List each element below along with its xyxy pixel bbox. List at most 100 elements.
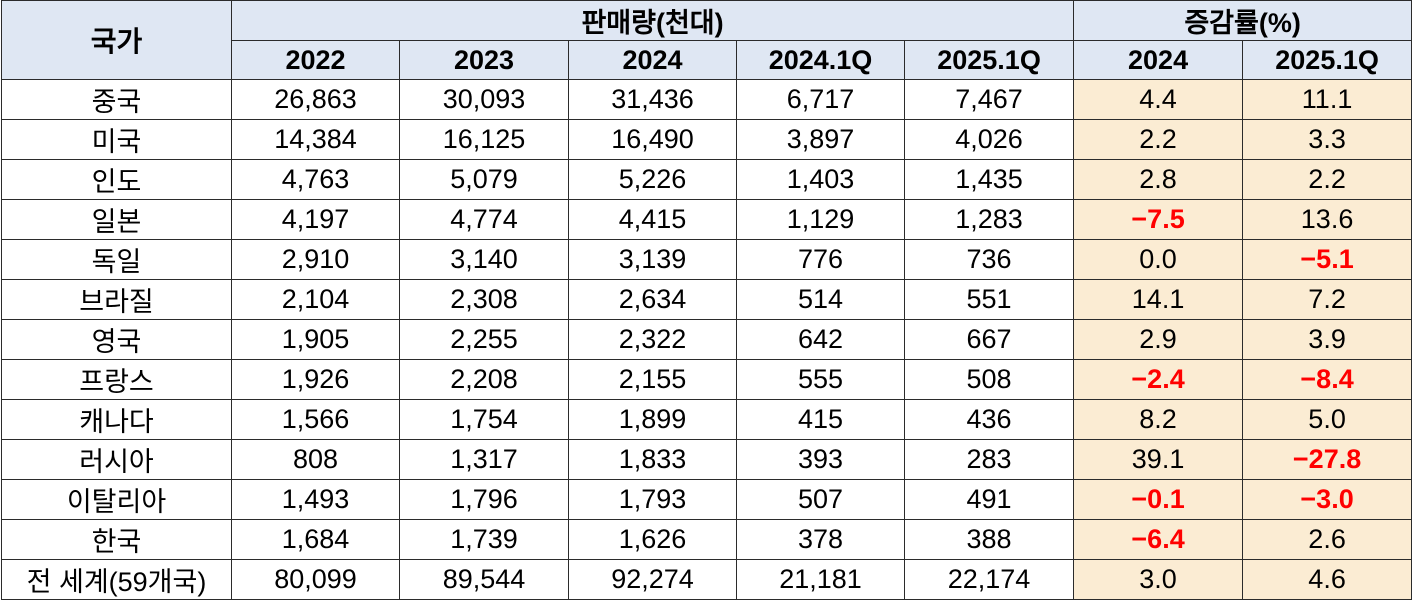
sales-cell: 2,322 xyxy=(568,319,737,360)
sales-cell: 21,181 xyxy=(736,559,905,600)
header-row-group: 국가 판매량(천대) 증감률(%) xyxy=(1,0,1412,80)
sales-cell: 1,899 xyxy=(568,399,737,440)
country-cell: 일본 xyxy=(1,199,232,240)
sales-cell: 415 xyxy=(736,399,905,440)
sales-cell: 1,926 xyxy=(231,359,400,400)
sales-cell: 508 xyxy=(903,359,1075,400)
growth-cell: 4.4 xyxy=(1073,79,1244,120)
country-cell: 프랑스 xyxy=(1,359,232,400)
sales-cell: 80,099 xyxy=(231,559,400,600)
sales-cell: 1,283 xyxy=(903,199,1075,240)
growth-cell: 39.1 xyxy=(1073,439,1244,480)
sales-cell: 22,174 xyxy=(903,559,1075,600)
sales-cell: 393 xyxy=(736,439,905,480)
sales-cell: 6,717 xyxy=(736,79,905,120)
growth-cell: 5.0 xyxy=(1242,399,1412,440)
growth-cell: 4.6 xyxy=(1242,559,1412,600)
sales-cell: 1,796 xyxy=(399,479,569,520)
table-row: 인도 4,763 5,079 5,226 1,403 1,435 2.8 2.2 xyxy=(1,159,1412,200)
sales-cell: 1,435 xyxy=(903,159,1075,200)
country-cell: 영국 xyxy=(1,319,232,360)
sales-col-header: 2023 xyxy=(399,40,569,80)
growth-cell: 2.6 xyxy=(1242,519,1412,560)
sales-cell: 4,197 xyxy=(231,199,400,240)
sales-cell: 1,739 xyxy=(399,519,569,560)
growth-cell: −2.4 xyxy=(1073,359,1244,400)
growth-cell: 2.8 xyxy=(1073,159,1244,200)
country-cell: 인도 xyxy=(1,159,232,200)
country-cell: 중국 xyxy=(1,79,232,120)
growth-col-header: 2024 xyxy=(1073,40,1244,80)
table-row: 전 세계(59개국) 80,099 89,544 92,274 21,181 22,174… xyxy=(1,559,1412,600)
sales-cell: 5,226 xyxy=(568,159,737,200)
sales-cell: 2,910 xyxy=(231,239,400,280)
growth-cell: −0.1 xyxy=(1073,479,1244,520)
growth-col-header: 2025.1Q xyxy=(1242,40,1412,80)
sales-col-header: 2022 xyxy=(231,40,400,80)
growth-cell: 3.9 xyxy=(1242,319,1412,360)
country-cell: 캐나다 xyxy=(1,399,232,440)
sales-cell: 2,208 xyxy=(399,359,569,400)
sales-cell: 26,863 xyxy=(231,79,400,120)
sales-cell: 1,493 xyxy=(231,479,400,520)
table-row: 한국 1,684 1,739 1,626 378 388 −6.4 2.6 xyxy=(1,519,1412,560)
sales-cell: 4,774 xyxy=(399,199,569,240)
sales-cell: 2,155 xyxy=(568,359,737,400)
sales-cell: 1,684 xyxy=(231,519,400,560)
country-cell: 브라질 xyxy=(1,279,232,320)
country-cell: 러시아 xyxy=(1,439,232,480)
sales-cell: 1,793 xyxy=(568,479,737,520)
sales-cell: 31,436 xyxy=(568,79,737,120)
sales-cell: 89,544 xyxy=(399,559,569,600)
growth-cell: −3.0 xyxy=(1242,479,1412,520)
sales-cell: 1,317 xyxy=(399,439,569,480)
table-row: 브라질 2,104 2,308 2,634 514 551 14.1 7.2 xyxy=(1,279,1412,320)
growth-cell: 7.2 xyxy=(1242,279,1412,320)
sales-cell: 436 xyxy=(903,399,1075,440)
sales-cell: 4,415 xyxy=(568,199,737,240)
sales-cell: 551 xyxy=(903,279,1075,320)
sales-cell: 1,566 xyxy=(231,399,400,440)
table-row: 독일 2,910 3,140 3,139 776 736 0.0 −5.1 xyxy=(1,239,1412,280)
sales-cell: 776 xyxy=(736,239,905,280)
sales-cell: 283 xyxy=(903,439,1075,480)
sales-cell: 736 xyxy=(903,239,1075,280)
sales-cell: 388 xyxy=(903,519,1075,560)
sales-cell: 514 xyxy=(736,279,905,320)
growth-cell: 2.2 xyxy=(1242,159,1412,200)
growth-cell: −6.4 xyxy=(1073,519,1244,560)
sales-cell: 16,490 xyxy=(568,119,737,160)
sales-cell: 7,467 xyxy=(903,79,1075,120)
sales-cell: 3,140 xyxy=(399,239,569,280)
sales-group-header: 판매량(천대) xyxy=(230,0,1075,41)
growth-cell: 11.1 xyxy=(1242,79,1412,120)
table-row: 영국 1,905 2,255 2,322 642 667 2.9 3.9 xyxy=(1,319,1412,360)
sales-cell: 2,104 xyxy=(231,279,400,320)
sales-cell: 14,384 xyxy=(231,119,400,160)
sales-cell: 4,026 xyxy=(903,119,1075,160)
sales-cell: 808 xyxy=(231,439,400,480)
table-row: 캐나다 1,566 1,754 1,899 415 436 8.2 5.0 xyxy=(1,399,1412,440)
sales-cell: 1,754 xyxy=(399,399,569,440)
table-header: 국가 판매량(천대) 증감률(%) 2022 2023 2024 2024.1Q… xyxy=(1,0,1412,80)
growth-cell: 2.9 xyxy=(1073,319,1244,360)
sales-cell: 30,093 xyxy=(399,79,569,120)
country-cell: 전 세계(59개국) xyxy=(1,559,232,600)
growth-cell: 0.0 xyxy=(1073,239,1244,280)
growth-cell: 2.2 xyxy=(1073,119,1244,160)
growth-cell: −7.5 xyxy=(1073,199,1244,240)
country-cell: 미국 xyxy=(1,119,232,160)
sales-cell: 3,897 xyxy=(736,119,905,160)
sales-cell: 92,274 xyxy=(568,559,737,600)
growth-cell: 3.0 xyxy=(1073,559,1244,600)
sales-cell: 1,833 xyxy=(568,439,737,480)
table-row: 중국 26,863 30,093 31,436 6,717 7,467 4.4 11.1 xyxy=(1,79,1412,120)
sales-cell: 1,905 xyxy=(231,319,400,360)
growth-cell: 8.2 xyxy=(1073,399,1244,440)
growth-group-header: 증감률(%) xyxy=(1073,0,1412,41)
sales-cell: 2,308 xyxy=(399,279,569,320)
sales-cell: 1,626 xyxy=(568,519,737,560)
table-row: 프랑스 1,926 2,208 2,155 555 508 −2.4 −8.4 xyxy=(1,359,1412,400)
sales-cell: 3,139 xyxy=(568,239,737,280)
